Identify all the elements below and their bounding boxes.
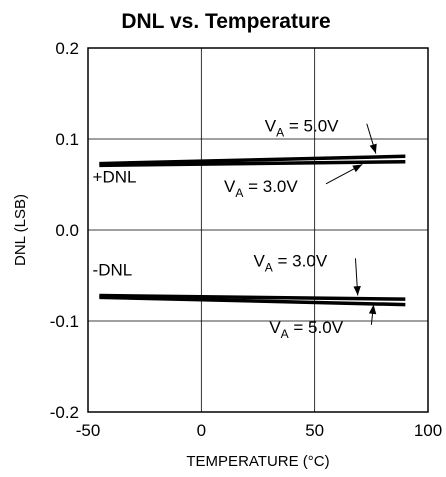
x-tick-label: 0 bbox=[197, 421, 206, 440]
group-label-neg: -DNL bbox=[93, 261, 133, 280]
annotation-arrowhead bbox=[369, 143, 377, 154]
chart-title: DNL vs. Temperature bbox=[121, 10, 330, 33]
annotations-group: +DNL -DNL VA = 5.0V VA = 3.0V VA = 3.0V VA = … bbox=[93, 117, 377, 341]
y-tick-label: -0.2 bbox=[50, 403, 79, 422]
y-tick-labels: 0.2 0.1 0.0 -0.1 -0.2 bbox=[50, 39, 79, 422]
series-group bbox=[99, 154, 406, 307]
series-line bbox=[99, 295, 406, 307]
x-tick-labels: -50 0 50 100 bbox=[76, 421, 442, 440]
y-tick-label: 0.1 bbox=[55, 130, 79, 149]
y-tick-label: 0.2 bbox=[55, 39, 79, 58]
x-axis-label: TEMPERATURE (°C) bbox=[186, 453, 329, 470]
annotation-label: VA = 3.0V bbox=[224, 177, 298, 200]
plot-frame bbox=[87, 47, 429, 413]
grid-lines bbox=[87, 47, 429, 413]
annotation-arrowhead bbox=[368, 304, 377, 315]
annotation-arrowhead bbox=[352, 164, 363, 173]
x-tick-label: 50 bbox=[305, 421, 324, 440]
y-axis-label: DNL (LSB) bbox=[12, 194, 29, 266]
annotation-label: VA = 5.0V bbox=[269, 318, 343, 341]
series-line bbox=[99, 154, 406, 166]
annotation-arrowhead bbox=[353, 286, 361, 296]
annotation-label: VA = 3.0V bbox=[253, 251, 327, 274]
series-line bbox=[99, 160, 406, 168]
x-tick-label: 100 bbox=[414, 421, 442, 440]
y-tick-label: 0.0 bbox=[55, 221, 79, 240]
annotation-label: VA = 5.0V bbox=[265, 117, 339, 140]
y-tick-label: -0.1 bbox=[50, 312, 79, 331]
x-tick-label: -50 bbox=[76, 421, 101, 440]
series-line bbox=[99, 293, 406, 301]
group-label-pos: +DNL bbox=[93, 168, 137, 187]
